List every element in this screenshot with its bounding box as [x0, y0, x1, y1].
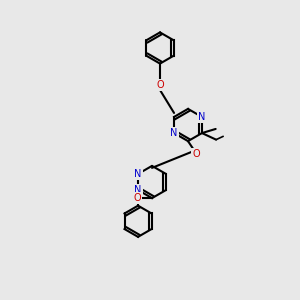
Text: N: N	[170, 128, 178, 138]
Text: N: N	[134, 185, 142, 195]
Text: O: O	[134, 193, 142, 203]
Text: O: O	[192, 149, 200, 159]
Text: N: N	[198, 112, 206, 122]
Text: O: O	[156, 80, 164, 90]
Text: N: N	[134, 169, 142, 179]
